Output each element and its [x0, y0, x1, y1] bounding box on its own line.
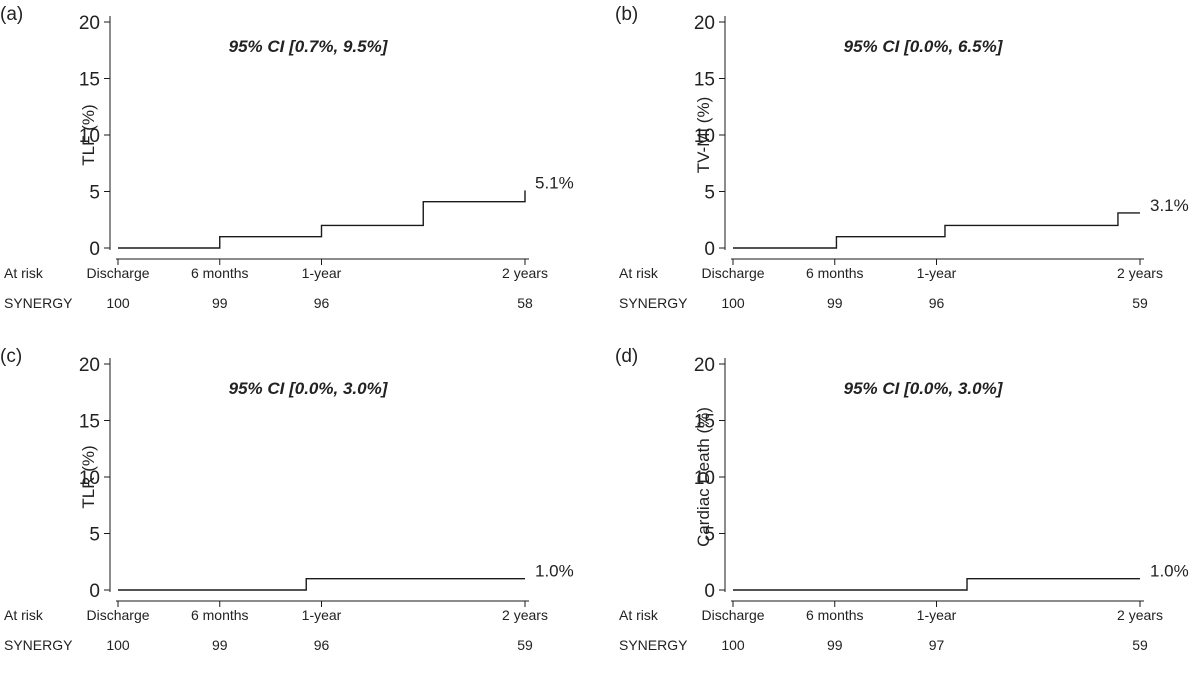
group-label: SYNERGY: [619, 295, 688, 311]
y-tick-label: 15: [694, 412, 715, 433]
ci-annotation: 95% CI [0.0%, 3.0%]: [229, 379, 389, 398]
y-axis-label: TV-MI (%): [694, 97, 713, 174]
x-tick-label: 6 months: [191, 607, 249, 623]
at-risk-count: 96: [314, 295, 330, 311]
y-tick-label: 10: [694, 126, 715, 147]
at-risk-count: 99: [212, 637, 228, 653]
at-risk-label: At risk: [619, 265, 659, 281]
at-risk-label: At risk: [4, 265, 44, 281]
y-tick-label: 0: [704, 239, 715, 260]
panel-a: (a) 0 5 10 15 20 TLF (%) Discharge 100 6 months 99…: [0, 0, 600, 342]
y-tick-label: 0: [704, 581, 715, 602]
x-tick-label: 2 years: [502, 265, 548, 281]
at-risk-count: 99: [212, 295, 228, 311]
y-tick-label: 15: [694, 70, 715, 91]
ci-annotation: 95% CI [0.0%, 6.5%]: [844, 37, 1004, 56]
cardiac-death-chart: (d) 0 5 10 15 20 Cardiac Death (%) Discharge 100…: [615, 346, 1189, 653]
at-risk-count: 100: [721, 637, 745, 653]
at-risk-count: 100: [106, 295, 130, 311]
y-tick-label: 15: [79, 412, 100, 433]
step-curve: [733, 212, 1140, 249]
y-tick-label: 20: [694, 355, 715, 376]
x-tick-label: 1-year: [302, 607, 342, 623]
x-tick-label: Discharge: [86, 265, 149, 281]
x-tick-label: 1-year: [302, 265, 342, 281]
y-axis-label: TLF (%): [79, 104, 98, 165]
end-value-label: 1.0%: [535, 562, 574, 581]
at-risk-count: 99: [827, 637, 843, 653]
ci-annotation: 95% CI [0.7%, 9.5%]: [229, 37, 389, 56]
at-risk-label: At risk: [4, 607, 44, 623]
x-tick-label: Discharge: [86, 607, 149, 623]
end-value-label: 1.0%: [1150, 562, 1189, 581]
x-tick-label: 6 months: [806, 607, 864, 623]
at-risk-count: 59: [1132, 637, 1148, 653]
y-tick-label: 15: [79, 70, 100, 91]
panel-label: (d): [615, 346, 638, 367]
y-tick-label: 0: [89, 581, 100, 602]
y-tick-label: 20: [79, 13, 100, 34]
at-risk-count: 96: [929, 295, 945, 311]
at-risk-label: At risk: [619, 607, 659, 623]
y-tick-label: 5: [89, 525, 100, 546]
group-label: SYNERGY: [619, 637, 688, 653]
panel-b: (b) 0 5 10 15 20 TV-MI (%) Discharge 100 6 months…: [615, 0, 1200, 342]
y-tick-label: 10: [79, 126, 100, 147]
x-tick-label: 2 years: [502, 607, 548, 623]
y-tick-label: 20: [694, 13, 715, 34]
end-value-label: 5.1%: [535, 173, 574, 192]
x-tick-label: 2 years: [1117, 265, 1163, 281]
y-tick-label: 5: [704, 183, 715, 204]
y-axis-label: Cardiac Death (%): [694, 407, 713, 547]
y-tick-label: 20: [79, 355, 100, 376]
step-curve: [118, 578, 525, 591]
y-axis-label: TLR (%): [79, 445, 98, 508]
tlf-chart: (a) 0 5 10 15 20 TLF (%) Discharge 100 6 months 99…: [0, 4, 574, 311]
panel-d: (d) 0 5 10 15 20 Cardiac Death (%) Discharge 100…: [615, 342, 1200, 684]
x-tick-label: 1-year: [917, 607, 957, 623]
at-risk-count: 96: [314, 637, 330, 653]
panel-c: (c) 0 5 10 15 20 TLR (%) Discharge 100 6 months 99…: [0, 342, 600, 684]
y-tick-label: 5: [704, 525, 715, 546]
panel-label: (c): [0, 346, 22, 367]
x-tick-label: Discharge: [701, 265, 764, 281]
panel-label: (a): [0, 4, 23, 25]
end-value-label: 3.1%: [1150, 196, 1189, 215]
x-tick-label: 2 years: [1117, 607, 1163, 623]
at-risk-count: 58: [517, 295, 533, 311]
at-risk-count: 100: [721, 295, 745, 311]
group-label: SYNERGY: [4, 295, 73, 311]
y-tick-label: 0: [89, 239, 100, 260]
x-tick-label: Discharge: [701, 607, 764, 623]
y-tick-label: 10: [694, 468, 715, 489]
at-risk-count: 59: [1132, 295, 1148, 311]
at-risk-count: 59: [517, 637, 533, 653]
tlr-chart: (c) 0 5 10 15 20 TLR (%) Discharge 100 6 months 99…: [0, 346, 574, 653]
x-tick-label: 6 months: [191, 265, 249, 281]
panel-label: (b): [615, 4, 638, 25]
x-tick-label: 1-year: [917, 265, 957, 281]
y-tick-label: 5: [89, 183, 100, 204]
at-risk-count: 97: [929, 637, 945, 653]
y-tick-label: 10: [79, 468, 100, 489]
step-curve: [118, 190, 526, 249]
x-tick-label: 6 months: [806, 265, 864, 281]
step-curve: [733, 578, 1140, 591]
at-risk-count: 100: [106, 637, 130, 653]
ci-annotation: 95% CI [0.0%, 3.0%]: [844, 379, 1004, 398]
group-label: SYNERGY: [4, 637, 73, 653]
tv-mi-chart: (b) 0 5 10 15 20 TV-MI (%) Discharge 100 6 months…: [615, 4, 1189, 311]
at-risk-count: 99: [827, 295, 843, 311]
